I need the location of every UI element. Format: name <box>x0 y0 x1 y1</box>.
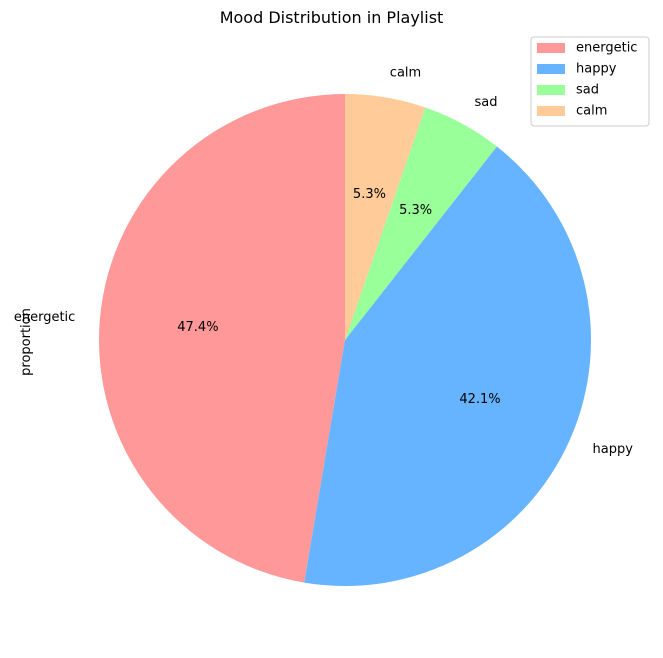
legend-label-sad: sad <box>576 83 599 98</box>
slice-percent-calm: 5.3% <box>353 187 386 202</box>
legend-label-happy: happy <box>576 62 617 77</box>
y-axis-label: proportion <box>19 308 34 376</box>
slice-percent-energetic: 47.4% <box>177 320 218 335</box>
legend-frame <box>530 36 650 127</box>
slice-label-happy: happy <box>593 442 634 457</box>
pie-labels: energetic 47.4% happy 42.1% sad 5.3% calm 5.3% <box>14 66 633 457</box>
legend-swatch-calm <box>537 106 565 116</box>
slice-percent-sad: 5.3% <box>399 203 432 218</box>
pie-slice-happy <box>304 146 592 586</box>
slice-label-sad: sad <box>474 95 497 110</box>
legend: energetic happy sad calm <box>530 36 650 127</box>
slice-percent-happy: 42.1% <box>459 392 500 407</box>
legend-label-energetic: energetic <box>576 41 637 56</box>
legend-swatch-energetic <box>537 43 565 53</box>
legend-swatch-happy <box>537 64 565 74</box>
legend-label-calm: calm <box>576 104 607 119</box>
slice-label-calm: calm <box>390 66 421 81</box>
pie-slice-calm <box>345 94 426 340</box>
pie-slices <box>99 94 592 586</box>
chart-title: Mood Distribution in Playlist <box>220 8 444 27</box>
pie-slice-energetic <box>99 94 345 583</box>
pie-slice-sad <box>345 107 497 340</box>
legend-swatch-sad <box>537 85 565 95</box>
slice-label-energetic: energetic <box>14 310 75 325</box>
